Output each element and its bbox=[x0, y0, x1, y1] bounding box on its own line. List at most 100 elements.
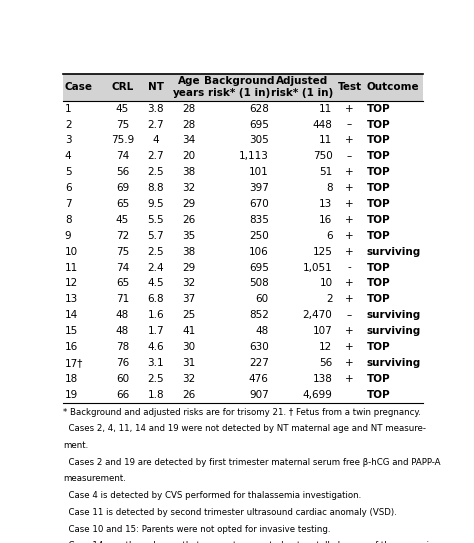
Text: +: + bbox=[345, 199, 354, 209]
Text: 2.5: 2.5 bbox=[147, 374, 164, 384]
Text: 1.8: 1.8 bbox=[147, 390, 164, 400]
Text: TOP: TOP bbox=[366, 262, 390, 273]
Text: Cases 2 and 19 are detected by first trimester maternal serum free β-hCG and PAP: Cases 2 and 19 are detected by first tri… bbox=[63, 458, 440, 467]
Text: +: + bbox=[345, 215, 354, 225]
Text: 32: 32 bbox=[182, 279, 196, 288]
Text: TOP: TOP bbox=[366, 199, 390, 209]
Text: 31: 31 bbox=[182, 358, 196, 368]
Text: 76: 76 bbox=[116, 358, 129, 368]
Text: TOP: TOP bbox=[366, 104, 390, 113]
Text: TOP: TOP bbox=[366, 119, 390, 130]
Text: 6.8: 6.8 bbox=[147, 294, 164, 304]
Text: 1.6: 1.6 bbox=[147, 310, 164, 320]
Text: 32: 32 bbox=[182, 374, 196, 384]
Text: Age
years: Age years bbox=[173, 77, 205, 98]
Text: 66: 66 bbox=[116, 390, 129, 400]
Text: Case: Case bbox=[65, 82, 93, 92]
Text: 75: 75 bbox=[116, 119, 129, 130]
Text: +: + bbox=[345, 294, 354, 304]
Text: Case 4 is detected by CVS performed for thalassemia investigation.: Case 4 is detected by CVS performed for … bbox=[63, 491, 361, 500]
Text: Cases 2, 4, 11, 14 and 19 were not detected by NT maternal age and NT measure-: Cases 2, 4, 11, 14 and 19 were not detec… bbox=[63, 424, 426, 433]
Text: TOP: TOP bbox=[366, 279, 390, 288]
Text: 630: 630 bbox=[249, 342, 269, 352]
Text: Outcome: Outcome bbox=[366, 82, 419, 92]
Text: 37: 37 bbox=[182, 294, 196, 304]
Text: +: + bbox=[345, 358, 354, 368]
Text: 69: 69 bbox=[116, 183, 129, 193]
Text: 835: 835 bbox=[249, 215, 269, 225]
Text: +: + bbox=[345, 374, 354, 384]
Text: surviving: surviving bbox=[366, 247, 421, 257]
Text: 78: 78 bbox=[116, 342, 129, 352]
Text: 101: 101 bbox=[249, 167, 269, 177]
Text: 11: 11 bbox=[65, 262, 78, 273]
Text: Adjusted
risk* (1 in): Adjusted risk* (1 in) bbox=[271, 77, 334, 98]
Text: 2: 2 bbox=[65, 119, 72, 130]
Text: 75.9: 75.9 bbox=[111, 135, 134, 146]
Text: 20: 20 bbox=[182, 151, 195, 161]
Text: 16: 16 bbox=[319, 215, 332, 225]
Text: 13: 13 bbox=[319, 199, 332, 209]
Text: 107: 107 bbox=[313, 326, 332, 336]
Text: Background
risk* (1 in): Background risk* (1 in) bbox=[203, 77, 274, 98]
Text: Case 14 was the only one that was not suspected antenatally by any of the screen: Case 14 was the only one that was not su… bbox=[63, 541, 440, 543]
Text: TOP: TOP bbox=[366, 231, 390, 241]
Text: 695: 695 bbox=[249, 119, 269, 130]
Text: 1.7: 1.7 bbox=[147, 326, 164, 336]
Text: 2.5: 2.5 bbox=[147, 167, 164, 177]
Text: 750: 750 bbox=[313, 151, 332, 161]
Text: 106: 106 bbox=[249, 247, 269, 257]
Text: 628: 628 bbox=[249, 104, 269, 113]
Text: 1,051: 1,051 bbox=[303, 262, 332, 273]
Text: 670: 670 bbox=[249, 199, 269, 209]
Text: TOP: TOP bbox=[366, 390, 390, 400]
Text: 74: 74 bbox=[116, 262, 129, 273]
Text: 15: 15 bbox=[65, 326, 78, 336]
Text: Test: Test bbox=[337, 82, 362, 92]
Text: TOP: TOP bbox=[366, 151, 390, 161]
Text: 48: 48 bbox=[116, 310, 129, 320]
Text: 7: 7 bbox=[65, 199, 72, 209]
Text: 10: 10 bbox=[319, 279, 332, 288]
Text: TOP: TOP bbox=[366, 294, 390, 304]
Text: 2: 2 bbox=[326, 294, 332, 304]
Text: 9: 9 bbox=[65, 231, 72, 241]
Text: 397: 397 bbox=[249, 183, 269, 193]
Text: 28: 28 bbox=[182, 104, 196, 113]
Text: TOP: TOP bbox=[366, 167, 390, 177]
Text: ment.: ment. bbox=[63, 441, 88, 450]
Text: 29: 29 bbox=[182, 199, 196, 209]
Text: 60: 60 bbox=[255, 294, 269, 304]
Text: 60: 60 bbox=[116, 374, 129, 384]
Text: 8: 8 bbox=[326, 183, 332, 193]
Text: 65: 65 bbox=[116, 279, 129, 288]
Text: 28: 28 bbox=[182, 119, 196, 130]
Text: –: – bbox=[347, 151, 352, 161]
Text: 1: 1 bbox=[65, 104, 72, 113]
Text: TOP: TOP bbox=[366, 342, 390, 352]
Text: +: + bbox=[345, 342, 354, 352]
Text: 695: 695 bbox=[249, 262, 269, 273]
Text: TOP: TOP bbox=[366, 183, 390, 193]
Text: measurement.: measurement. bbox=[63, 475, 126, 483]
Text: 9.5: 9.5 bbox=[147, 199, 164, 209]
Text: 34: 34 bbox=[182, 135, 196, 146]
Text: 8.8: 8.8 bbox=[147, 183, 164, 193]
Text: 38: 38 bbox=[182, 247, 196, 257]
Text: 30: 30 bbox=[182, 342, 195, 352]
Text: 508: 508 bbox=[249, 279, 269, 288]
Text: 4: 4 bbox=[152, 135, 159, 146]
Text: TOP: TOP bbox=[366, 374, 390, 384]
Text: +: + bbox=[345, 247, 354, 257]
Text: 2.4: 2.4 bbox=[147, 262, 164, 273]
Text: TOP: TOP bbox=[366, 135, 390, 146]
Text: 48: 48 bbox=[255, 326, 269, 336]
Text: 4.5: 4.5 bbox=[147, 279, 164, 288]
Text: NT: NT bbox=[148, 82, 164, 92]
Text: 14: 14 bbox=[65, 310, 78, 320]
Text: 71: 71 bbox=[116, 294, 129, 304]
Text: 5.5: 5.5 bbox=[147, 215, 164, 225]
Text: surviving: surviving bbox=[366, 358, 421, 368]
Text: +: + bbox=[345, 104, 354, 113]
Text: 72: 72 bbox=[116, 231, 129, 241]
